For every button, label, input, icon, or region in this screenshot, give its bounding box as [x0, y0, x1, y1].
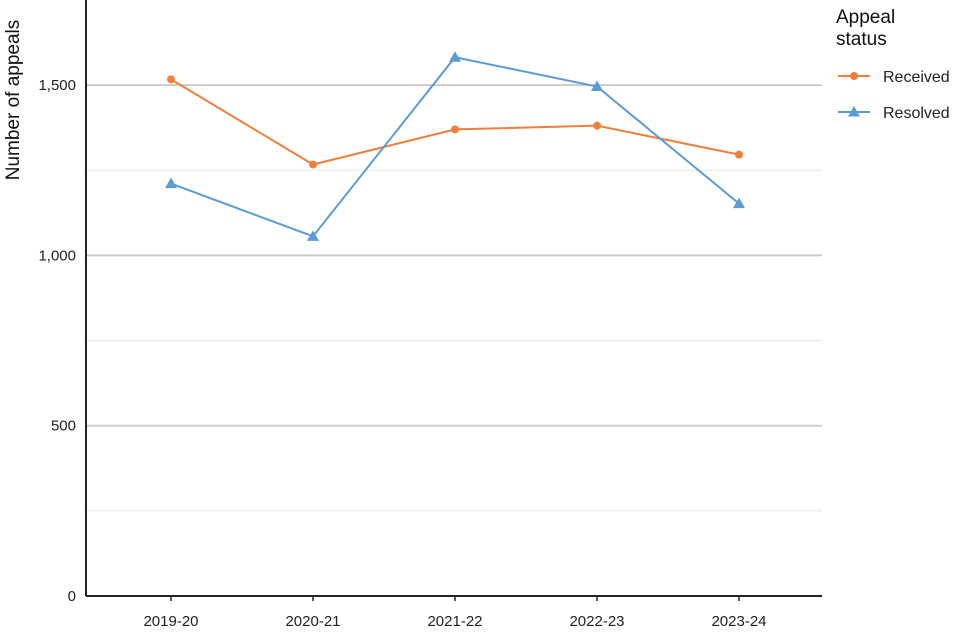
data-point-resolved	[449, 51, 461, 62]
data-point-received	[451, 125, 459, 134]
series-line-resolved	[170, 56, 740, 238]
y-tick-labels: 0 500 1,000 1,500	[38, 77, 76, 605]
data-point-resolved	[733, 197, 745, 209]
y-axis-title: Number of appeals	[3, 20, 24, 181]
y-tick-label: 1,000	[38, 247, 76, 264]
x-tick-label: 2023-24	[711, 613, 766, 630]
legend-item-received: Received	[838, 69, 950, 86]
legend-swatch-marker	[848, 106, 860, 117]
legend-swatch-marker	[850, 72, 858, 80]
legend-item-resolved: Resolved	[838, 105, 950, 122]
data-point-received	[309, 160, 317, 169]
gridlines	[86, 84, 822, 512]
axes	[85, 0, 822, 597]
x-tick-labels: 2019-20 2020-21 2021-22 2022-23 2023-24	[143, 596, 767, 630]
series-line-received	[170, 78, 740, 166]
series-received	[167, 75, 743, 169]
x-tick-label: 2020-21	[285, 613, 340, 630]
data-point-resolved	[307, 230, 319, 241]
series-resolved	[165, 51, 745, 241]
x-tick-label: 2021-22	[427, 613, 482, 630]
data-point-received	[167, 75, 175, 84]
data-point-received	[735, 150, 743, 159]
series-group	[165, 51, 745, 241]
legend-label: Resolved	[883, 105, 950, 122]
x-tick-label: 2022-23	[569, 613, 624, 630]
data-point-received	[593, 121, 601, 130]
legend-label: Received	[883, 69, 950, 86]
data-point-resolved	[591, 80, 603, 92]
y-tick-label: 500	[51, 418, 76, 435]
x-tick-label: 2019-20	[143, 613, 198, 630]
legend-items: Received Resolved	[838, 69, 950, 122]
legend-title-line-2: status	[836, 29, 887, 50]
legend-title-line-1: Appeal	[836, 7, 895, 28]
data-point-resolved	[165, 177, 177, 189]
y-tick-label: 0	[68, 588, 76, 605]
legend: Appeal status Received Resolved	[836, 7, 950, 122]
y-tick-label: 1,500	[38, 77, 76, 94]
